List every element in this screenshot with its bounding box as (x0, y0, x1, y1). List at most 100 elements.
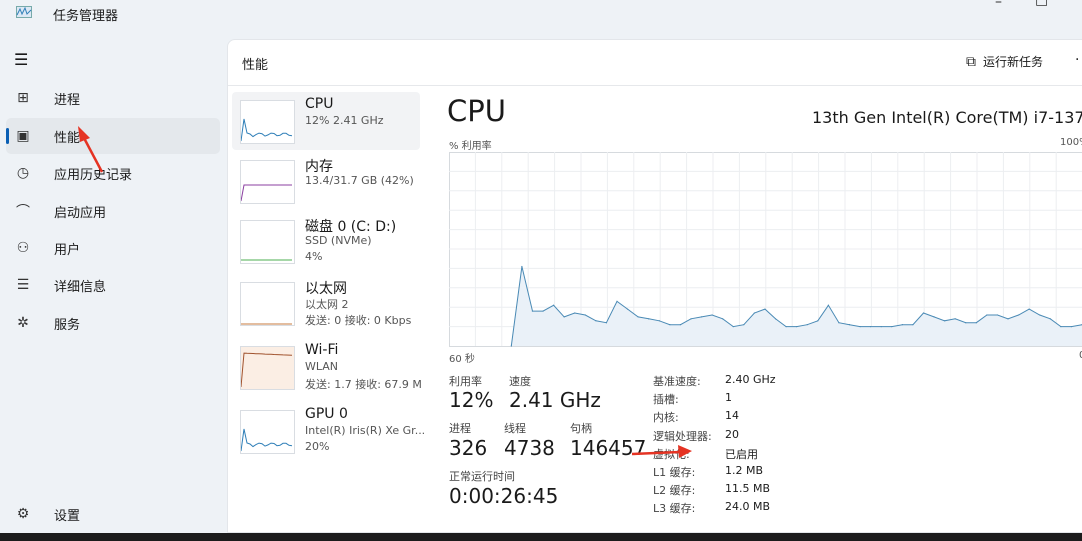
device-name: 磁盘 0 (C: D:) (305, 219, 397, 235)
spec-value: 11.5 MB (725, 482, 771, 496)
y-axis-label: % 利用率 (449, 141, 492, 152)
task-manager-icon (16, 6, 32, 18)
cpu-usage-point (891, 326, 893, 328)
spec-label: 基准速度: (653, 375, 701, 388)
spec-label: 插槽: (653, 393, 679, 407)
spec-value: 2.40 GHz (725, 373, 776, 386)
device-item[interactable]: GPU 0 Intel(R) Iris(R) Xe Gr... 20% (232, 402, 425, 460)
cpu-usage-point (711, 314, 713, 316)
cpu-usage-point (774, 318, 777, 320)
sidebar-item-services[interactable]: ✲ 服务 (6, 305, 220, 341)
cpu-usage-chart (449, 152, 1082, 347)
cpu-usage-point (595, 320, 597, 322)
device-name: 以太网 (305, 281, 347, 297)
cpu-usage-point (806, 324, 808, 326)
cpu-usage-point (753, 312, 755, 314)
utilization-label: 利用率 (449, 375, 482, 388)
run-new-task-button[interactable]: ⧉ 运行新任务 (966, 53, 1044, 70)
spec-value: 24.0 MB (725, 500, 771, 514)
cpu-usage-point (848, 324, 851, 326)
cpu-usage-point (996, 314, 999, 316)
device-detail-2: 发送: 0 接收: 0 Kbps (305, 314, 412, 327)
spec-value: 1 (725, 391, 732, 405)
cpu-usage-point (658, 320, 660, 322)
gear-icon: ⚙ (16, 506, 30, 522)
sidebar-item-app-history[interactable]: ◷ 应用历史记录 (6, 155, 220, 191)
cpu-usage-point (944, 320, 946, 322)
performance-icon: ▣ (16, 128, 30, 144)
new-task-icon: ⧉ (966, 53, 976, 70)
cpu-usage-point (1060, 326, 1062, 328)
cpu-usage-point (1028, 308, 1030, 310)
threads-value: 4738 (504, 436, 555, 460)
device-item[interactable]: 以太网 以太网 2 发送: 0 接收: 0 Kbps (232, 274, 420, 332)
cpu-usage-point (859, 326, 861, 328)
device-item[interactable]: Wi-Fi WLAN 发送: 1.7 接收: 67.9 M (232, 338, 422, 396)
cpu-usage-point (965, 322, 967, 324)
sidebar-item-details[interactable]: ☰ 详细信息 (6, 267, 220, 303)
sidebar-item-settings[interactable]: ⚙ 设置 (6, 496, 220, 532)
spec-label: 逻辑处理器: (653, 429, 712, 443)
device-item[interactable]: CPU 12% 2.41 GHz (232, 92, 420, 150)
hamburger-menu-icon[interactable]: ☰ (14, 50, 29, 69)
cpu-usage-point (922, 312, 925, 314)
cpu-usage-point (648, 318, 650, 320)
device-detail-2: 20% (305, 440, 330, 453)
sidebar-item-startup[interactable]: ⌒ 启动应用 (6, 193, 220, 229)
sidebar-item-users[interactable]: ⚇ 用户 (6, 230, 220, 266)
taskbar-edge (0, 533, 1082, 541)
device-item[interactable]: 内存 13.4/31.7 GB (42%) (232, 152, 420, 210)
mini-graph-line (240, 184, 292, 202)
device-name: CPU (305, 96, 334, 112)
device-detail-1: 12% 2.41 GHz (305, 114, 384, 127)
window-title: 任务管理器 (53, 9, 119, 24)
maximize-button[interactable]: □ (1035, 0, 1049, 8)
device-detail-1: WLAN (305, 360, 339, 373)
cpu-usage-point (616, 300, 618, 302)
device-name: GPU 0 (305, 406, 348, 422)
cpu-usage-point (1070, 326, 1073, 328)
device-detail-2: 发送: 1.7 接收: 67.9 M (305, 378, 422, 391)
cpu-usage-point (1039, 314, 1041, 316)
spec-label: L1 缓存: (653, 466, 696, 479)
device-name: 内存 (305, 159, 333, 175)
x-axis-max-label: 0 (1079, 350, 1082, 361)
header-divider (228, 85, 1082, 86)
cpu-usage-point (986, 314, 988, 316)
minimize-button[interactable]: – (995, 0, 1002, 10)
mini-graph-line (240, 118, 293, 142)
handles-label: 句柄 (570, 422, 592, 435)
device-detail-1: SSD (NVMe) (305, 234, 372, 247)
cpu-usage-point (870, 326, 872, 328)
cpu-usage-point (700, 316, 703, 318)
handles-value: 146457 (570, 436, 647, 460)
threads-label: 线程 (504, 422, 526, 435)
cpu-usage-point (669, 324, 671, 326)
device-mini-graph (240, 220, 295, 264)
cpu-usage-point (785, 326, 787, 328)
cpu-usage-point (542, 310, 544, 312)
spec-label: 虚拟化: (653, 447, 690, 461)
cpu-usage-point (732, 326, 734, 328)
services-icon: ✲ (17, 315, 29, 331)
spec-value: 已启用 (725, 447, 758, 461)
spec-value: 20 (725, 427, 739, 441)
device-detail-2: 4% (305, 250, 323, 263)
processes-icon: ⊞ (17, 90, 29, 106)
sidebar-item-processes[interactable]: ⊞ 进程 (6, 80, 220, 116)
x-axis-min-label: 60 秒 (449, 354, 475, 365)
cpu-usage-point (553, 304, 555, 306)
mini-graph-line (240, 352, 293, 388)
processes-label: 进程 (449, 422, 471, 435)
device-item[interactable]: 磁盘 0 (C: D:) SSD (NVMe) 4% (232, 212, 420, 270)
more-options-button[interactable]: · (1075, 52, 1080, 68)
device-mini-graph (240, 160, 295, 204)
sidebar-item-performance[interactable]: ▣ 性能 (6, 118, 220, 154)
cpu-usage-point (880, 326, 882, 328)
cpu-usage-point (521, 265, 523, 268)
spec-value: 1.2 MB (725, 464, 764, 477)
cpu-usage-point (838, 322, 840, 324)
cpu-usage-point (743, 324, 745, 326)
history-icon: ◷ (16, 165, 30, 181)
cpu-usage-point (690, 318, 692, 320)
